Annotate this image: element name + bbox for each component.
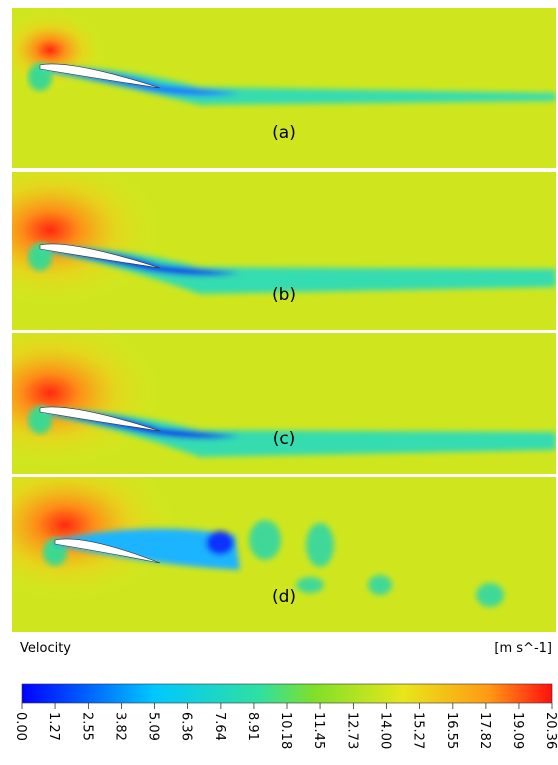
panel-label: (a) <box>272 123 296 143</box>
tick-label: 2.55 <box>79 712 94 741</box>
tick-label: 11.45 <box>311 712 326 749</box>
tick-label: 8.91 <box>245 712 260 741</box>
panel-label: (c) <box>273 429 296 449</box>
tick-label: 3.82 <box>112 712 127 741</box>
tick-label: 5.09 <box>146 712 161 741</box>
colorbar <box>22 684 552 703</box>
contour-panel: (d) <box>0 450 556 632</box>
tick-label: 16.55 <box>444 712 459 749</box>
vortex <box>368 575 392 595</box>
tick-label: 15.27 <box>411 712 426 749</box>
tick-label: 10.18 <box>278 712 293 749</box>
panel-field <box>0 318 556 474</box>
tick-label: 6.36 <box>179 712 194 741</box>
vortex <box>249 520 281 560</box>
tick-label: 1.27 <box>46 712 61 741</box>
tick-label: 14.00 <box>377 712 392 749</box>
vortex <box>206 531 234 555</box>
contour-panel: (c) <box>0 318 556 474</box>
tick-label: 12.73 <box>344 712 359 749</box>
tick-label: 17.82 <box>477 712 492 749</box>
panel-label: (d) <box>272 587 296 607</box>
tick-label: 19.09 <box>510 712 525 749</box>
contour-panel: (b) <box>0 155 556 330</box>
panel-field <box>0 8 556 168</box>
figure: (a) (b) (c) (d) Velocity [m s^-1] 0.00 1.27 2… <box>0 0 558 765</box>
tick-label: 20.36 <box>543 712 558 749</box>
tick-label: 7.64 <box>212 712 227 741</box>
colorbar-unit: [m s^-1] <box>494 641 552 656</box>
tick-label: 0.00 <box>13 712 28 741</box>
vortex <box>296 577 324 593</box>
contour-panel: (a) <box>0 8 556 168</box>
panel-label: (b) <box>272 285 296 305</box>
vortex <box>476 583 504 607</box>
vortex <box>306 523 334 567</box>
colorbar-title: Velocity <box>20 641 71 656</box>
